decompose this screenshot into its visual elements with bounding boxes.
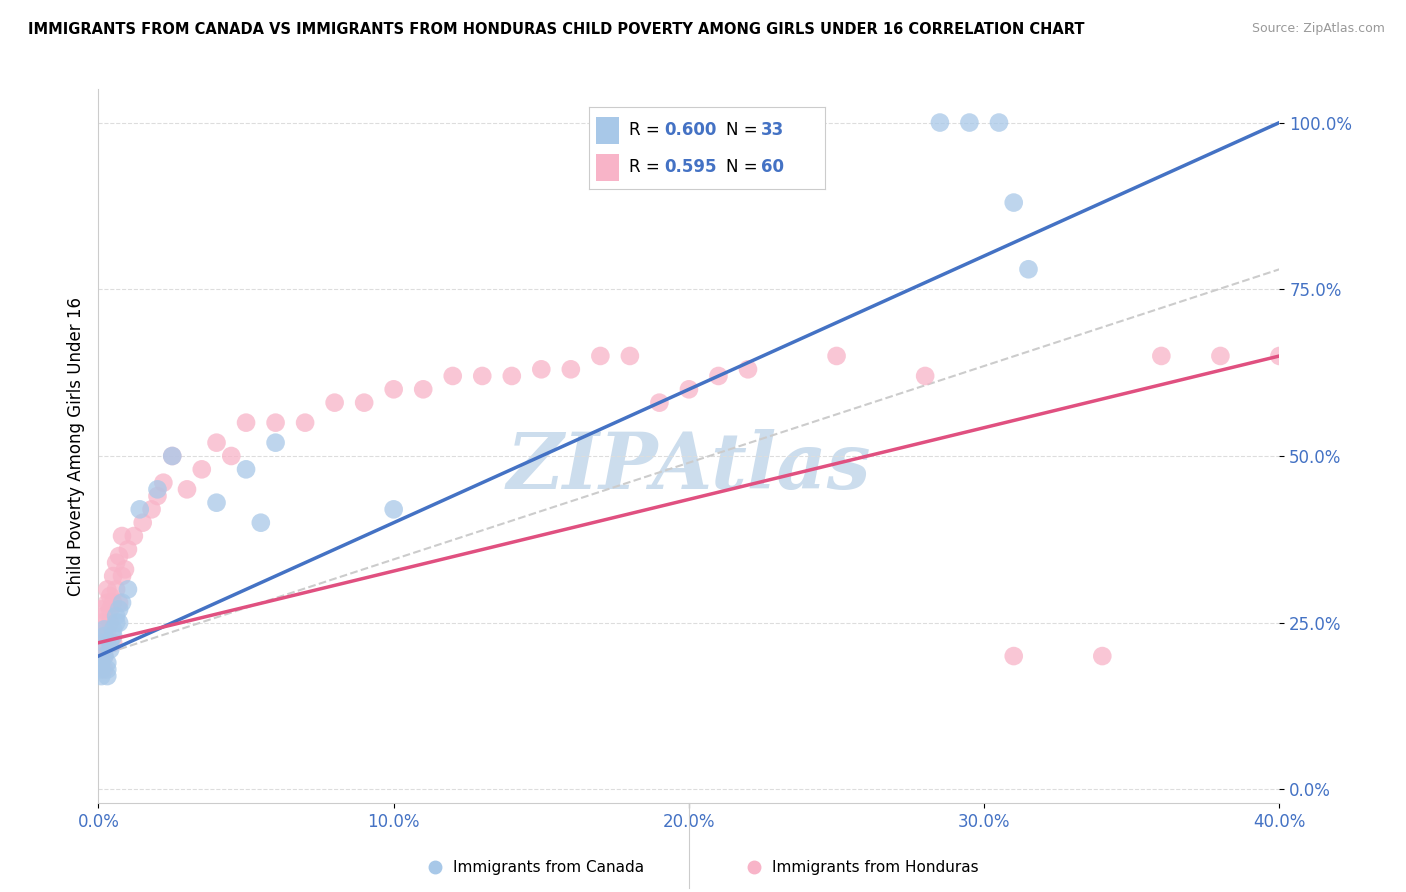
Point: [382, 502, 405, 516]
Point: [219, 449, 242, 463]
Point: [98, 636, 121, 650]
Point: [111, 596, 134, 610]
Point: [93, 629, 115, 643]
Point: [619, 349, 641, 363]
Point: [323, 395, 346, 409]
Point: [108, 596, 131, 610]
Text: Immigrants from Canada: Immigrants from Canada: [453, 860, 644, 874]
Point: [96, 582, 118, 597]
Point: [98, 642, 121, 657]
Point: [152, 475, 174, 490]
Point: [235, 462, 257, 476]
Point: [501, 368, 523, 383]
Point: [103, 636, 125, 650]
Point: [928, 115, 950, 129]
Point: [117, 582, 139, 597]
Point: [93, 636, 115, 650]
Y-axis label: Child Poverty Among Girls Under 16: Child Poverty Among Girls Under 16: [66, 296, 84, 596]
Point: [162, 449, 183, 463]
Point: [250, 516, 273, 530]
Point: [96, 656, 118, 670]
Point: [90, 615, 112, 630]
Point: [103, 629, 125, 643]
Point: [105, 556, 128, 570]
Text: Immigrants from Honduras: Immigrants from Honduras: [772, 860, 979, 874]
Point: [141, 502, 163, 516]
Point: [93, 623, 115, 637]
Point: [987, 115, 1010, 129]
Point: [176, 483, 198, 497]
Point: [114, 562, 136, 576]
Point: [90, 636, 112, 650]
Point: [105, 615, 128, 630]
Point: [93, 629, 115, 643]
Point: [205, 496, 228, 510]
Point: [96, 596, 118, 610]
Text: IMMIGRANTS FROM CANADA VS IMMIGRANTS FROM HONDURAS CHILD POVERTY AMONG GIRLS UND: IMMIGRANTS FROM CANADA VS IMMIGRANTS FRO…: [28, 22, 1084, 37]
Point: [93, 662, 115, 676]
Point: [412, 382, 434, 396]
Point: [132, 516, 155, 530]
Point: [98, 615, 121, 630]
Text: ZIPAtlas: ZIPAtlas: [506, 429, 872, 506]
Point: [105, 582, 128, 597]
Point: [96, 662, 118, 676]
Point: [111, 529, 134, 543]
Point: [146, 489, 169, 503]
Point: [98, 602, 121, 616]
Point: [117, 542, 139, 557]
Point: [90, 669, 112, 683]
Text: Source: ZipAtlas.com: Source: ZipAtlas.com: [1251, 22, 1385, 36]
Point: [825, 349, 848, 363]
Point: [111, 569, 134, 583]
Point: [235, 416, 257, 430]
Point: [108, 615, 131, 630]
Point: [678, 382, 700, 396]
Point: [441, 368, 464, 383]
Point: [1150, 349, 1173, 363]
Point: [103, 596, 125, 610]
Point: [382, 382, 405, 396]
Point: [589, 349, 612, 363]
Point: [93, 649, 115, 664]
Point: [1002, 195, 1025, 210]
Point: [108, 549, 131, 563]
Point: [1017, 262, 1039, 277]
Point: [128, 502, 150, 516]
Point: [103, 569, 125, 583]
Point: [96, 623, 118, 637]
Point: [105, 609, 128, 624]
Point: [1091, 649, 1114, 664]
Point: [959, 115, 981, 129]
Point: [264, 416, 287, 430]
Point: [103, 623, 125, 637]
Point: [707, 368, 730, 383]
Point: [1209, 349, 1232, 363]
Point: [90, 602, 112, 616]
Point: [90, 649, 112, 664]
Point: [914, 368, 936, 383]
Point: [122, 529, 145, 543]
Point: [560, 362, 582, 376]
Point: [648, 395, 671, 409]
Point: [264, 435, 287, 450]
Point: [294, 416, 316, 430]
Point: [90, 656, 112, 670]
Point: [98, 589, 121, 603]
Point: [162, 449, 183, 463]
Point: [737, 362, 759, 376]
Point: [1002, 649, 1025, 664]
Point: [353, 395, 375, 409]
Point: [205, 435, 228, 450]
Point: [146, 483, 169, 497]
Point: [1268, 349, 1291, 363]
Point: [108, 602, 131, 616]
Point: [96, 669, 118, 683]
Point: [530, 362, 553, 376]
Point: [90, 662, 112, 676]
Point: [471, 368, 494, 383]
Point: [191, 462, 214, 476]
Point: [93, 609, 115, 624]
Point: [93, 649, 115, 664]
